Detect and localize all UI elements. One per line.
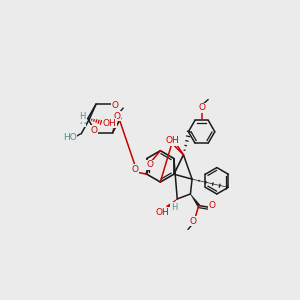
- Polygon shape: [112, 121, 117, 133]
- Text: O: O: [198, 103, 205, 112]
- Text: H: H: [80, 112, 86, 121]
- Text: O: O: [208, 201, 215, 210]
- Text: O: O: [91, 126, 98, 135]
- Text: H: H: [171, 203, 177, 212]
- Text: OH: OH: [102, 119, 116, 128]
- Polygon shape: [190, 194, 200, 206]
- Text: O: O: [112, 101, 118, 110]
- Text: OH: OH: [165, 136, 179, 145]
- Text: O: O: [147, 160, 154, 169]
- Polygon shape: [167, 199, 177, 208]
- Text: O: O: [114, 112, 121, 121]
- Text: OH: OH: [155, 208, 169, 217]
- Text: H: H: [80, 117, 86, 126]
- Text: O: O: [132, 165, 139, 174]
- Text: O: O: [189, 217, 197, 226]
- Text: O: O: [169, 136, 176, 145]
- Text: HO: HO: [63, 133, 76, 142]
